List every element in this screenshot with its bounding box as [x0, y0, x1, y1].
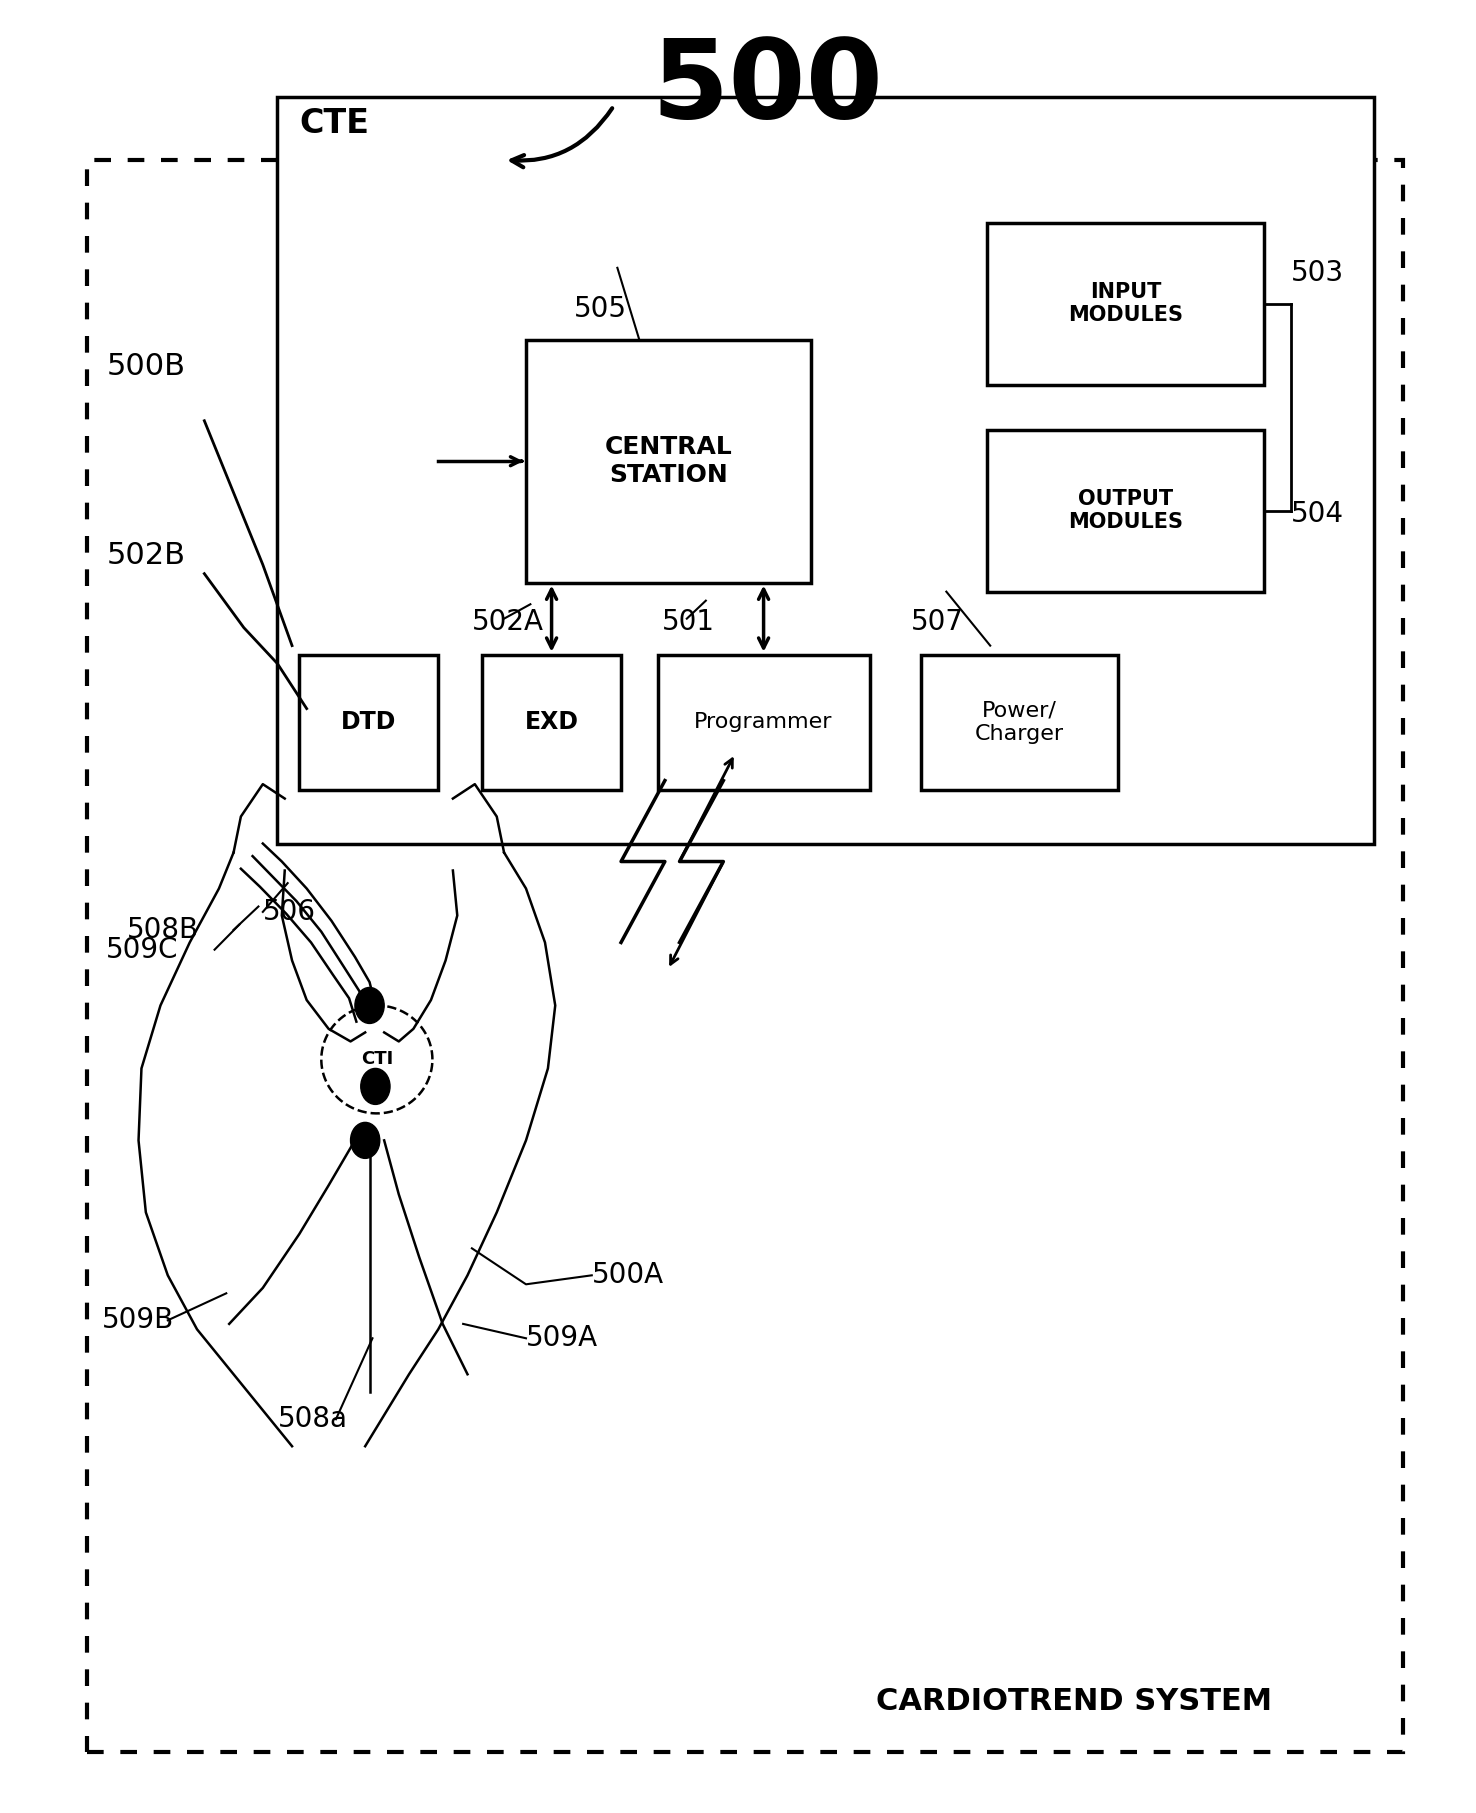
Text: 504: 504 — [1290, 500, 1343, 528]
Circle shape — [350, 1122, 379, 1159]
Bar — [986, 223, 1265, 384]
Text: 508a: 508a — [277, 1405, 347, 1434]
Text: Programmer: Programmer — [694, 713, 832, 732]
Text: 501: 501 — [661, 607, 714, 636]
Text: 509C: 509C — [106, 936, 179, 965]
Text: OUTPUT
MODULES: OUTPUT MODULES — [1069, 490, 1182, 533]
Text: 509B: 509B — [102, 1307, 174, 1334]
Text: CTE: CTE — [300, 107, 369, 140]
Bar — [525, 339, 812, 582]
Text: 500B: 500B — [106, 352, 186, 381]
Bar — [277, 96, 1374, 843]
Text: 505: 505 — [574, 296, 627, 323]
Text: 506: 506 — [263, 897, 316, 926]
Text: 502B: 502B — [106, 540, 186, 569]
Bar — [483, 654, 621, 789]
Text: DTD: DTD — [341, 711, 397, 734]
Text: 500: 500 — [651, 34, 883, 141]
Text: CARDIOTREND SYSTEM: CARDIOTREND SYSTEM — [877, 1688, 1272, 1717]
Bar — [986, 430, 1265, 591]
Bar — [921, 654, 1119, 789]
Circle shape — [354, 988, 384, 1024]
Text: CTI: CTI — [360, 1050, 393, 1068]
Text: 509A: 509A — [525, 1323, 598, 1352]
Text: Power/
Charger: Power/ Charger — [974, 700, 1064, 743]
Text: INPUT
MODULES: INPUT MODULES — [1069, 283, 1182, 325]
Bar — [87, 160, 1404, 1751]
Text: 507: 507 — [911, 607, 964, 636]
Bar — [300, 654, 438, 789]
Text: 502A: 502A — [472, 607, 543, 636]
Text: 503: 503 — [1290, 259, 1343, 286]
Text: 500A: 500A — [592, 1262, 664, 1289]
Text: EXD: EXD — [524, 711, 579, 734]
Text: CENTRAL
STATION: CENTRAL STATION — [605, 435, 732, 488]
Bar — [658, 654, 869, 789]
Circle shape — [360, 1068, 390, 1104]
Text: 508B: 508B — [127, 916, 199, 945]
